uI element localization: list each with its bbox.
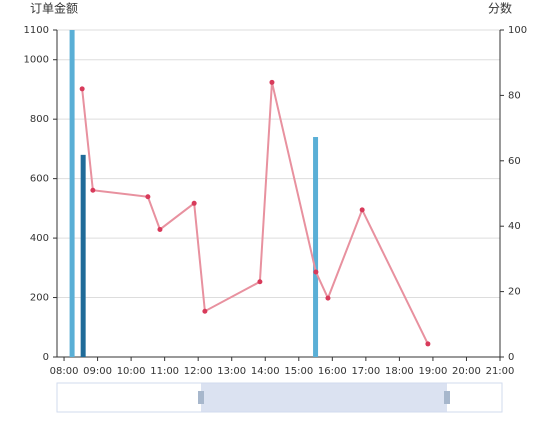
- point: [191, 200, 197, 206]
- x-tick-label: 13:00: [217, 366, 246, 377]
- point: [313, 269, 319, 275]
- y-tick-label: 800: [30, 114, 49, 125]
- point: [145, 194, 151, 200]
- x-tick-label: 16:00: [318, 366, 347, 377]
- y2-tick-label: 20: [508, 287, 521, 298]
- y2-tick-label: 0: [508, 352, 514, 363]
- y-tick-label: 1000: [24, 55, 49, 66]
- x-tick-label: 18:00: [385, 366, 414, 377]
- zoom-handle[interactable]: [444, 391, 450, 404]
- point: [90, 187, 96, 193]
- zoom-handle[interactable]: [198, 391, 204, 404]
- bar: [313, 137, 319, 357]
- point: [157, 226, 163, 232]
- y-tick-label: 200: [30, 293, 49, 304]
- point: [325, 295, 331, 301]
- x-tick-label: 17:00: [351, 366, 380, 377]
- y2-tick-label: 80: [508, 90, 521, 101]
- y-tick-label: 400: [30, 233, 49, 244]
- data-zoom[interactable]: [56, 382, 503, 413]
- y-tick-label: 1100: [24, 25, 49, 36]
- y-tick-label: 600: [30, 174, 49, 185]
- bar: [80, 154, 86, 357]
- point: [79, 86, 85, 92]
- x-tick-label: 10:00: [117, 366, 146, 377]
- x-tick-label: 08:00: [50, 366, 79, 377]
- y-axis-label: 订单金额: [30, 1, 78, 16]
- y2-tick-label: 100: [508, 25, 527, 36]
- y2-axis-label: 分数: [488, 1, 512, 16]
- bar: [69, 30, 75, 357]
- x-tick-label: 19:00: [419, 366, 448, 377]
- y2-tick-label: 40: [508, 221, 521, 232]
- x-tick-label: 15:00: [284, 366, 313, 377]
- x-tick-label: 21:00: [486, 366, 515, 377]
- x-tick-label: 14:00: [251, 366, 280, 377]
- point: [257, 279, 263, 285]
- point: [269, 79, 275, 85]
- point: [202, 308, 208, 314]
- point: [425, 341, 431, 347]
- x-tick-label: 11:00: [150, 366, 179, 377]
- line: [81, 82, 429, 345]
- x-tick-label: 09:00: [83, 366, 112, 377]
- y2-tick-label: 60: [508, 156, 521, 167]
- y-tick-label: 0: [43, 352, 49, 363]
- x-tick-label: 12:00: [184, 366, 213, 377]
- zoom-window[interactable]: [201, 383, 447, 412]
- x-tick-label: 20:00: [452, 366, 481, 377]
- point: [359, 207, 365, 213]
